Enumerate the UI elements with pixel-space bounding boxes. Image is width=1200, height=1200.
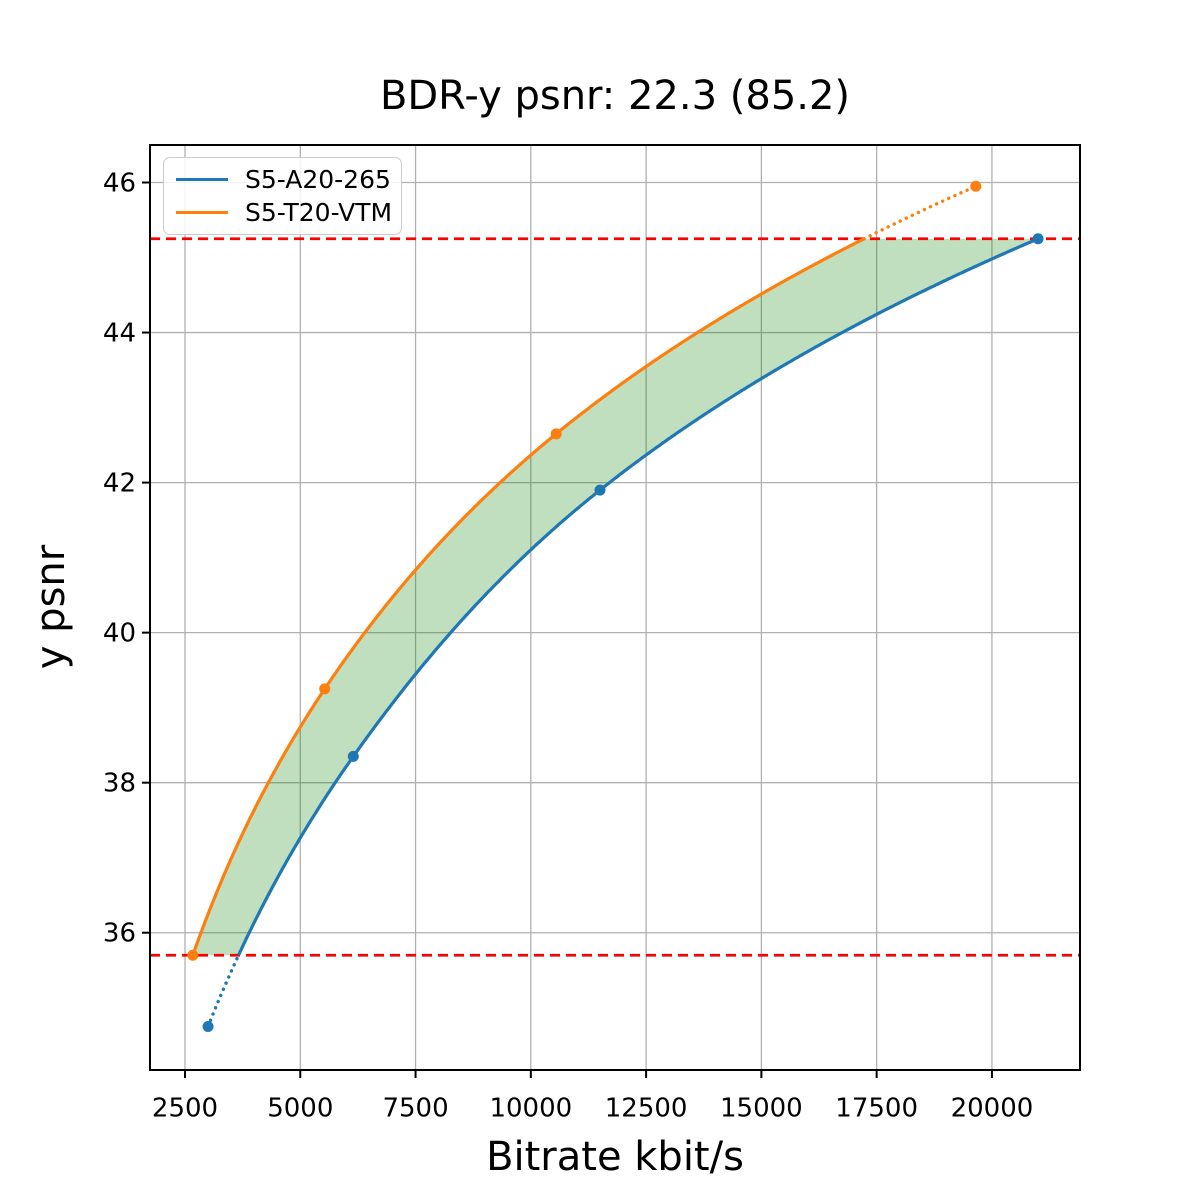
series-curve-s5-a20-265: [237, 237, 1039, 956]
x-tick-label: 7500: [382, 1093, 448, 1123]
data-point-s5-a20-265: [1032, 233, 1044, 245]
legend: S5-A20-265 S5-T20-VTM: [163, 157, 402, 235]
legend-label-s5-a20-265: S5-A20-265: [245, 165, 391, 195]
data-point-s5-t20-vtm: [550, 428, 562, 440]
bd-shaded-region: [192, 238, 1039, 956]
series-curve-s5-t20-vtm: [191, 237, 865, 956]
legend-line-swatch-orange: [176, 210, 228, 214]
y-tick-label: 36: [103, 919, 136, 949]
data-point-s5-t20-vtm: [970, 180, 982, 192]
data-point-s5-a20-265: [202, 1020, 214, 1032]
x-tick-label: 10000: [489, 1093, 572, 1123]
legend-item-s5-t20-vtm: S5-T20-VTM: [176, 197, 393, 227]
legend-item-s5-a20-265: S5-A20-265: [176, 165, 391, 195]
y-tick-label: 46: [103, 169, 136, 199]
x-tick-label: 15000: [720, 1093, 803, 1123]
axes-frame: [149, 144, 1081, 1071]
series-curve-dotted-s5-t20-vtm: [862, 184, 978, 241]
series-curve-dotted-s5-a20-265: [206, 953, 241, 1029]
data-point-s5-a20-265: [347, 750, 359, 762]
data-point-s5-a20-265: [594, 484, 606, 496]
y-tick-label: 38: [103, 769, 136, 799]
x-tick-label: 12500: [605, 1093, 688, 1123]
y-axis-title: y psnr: [28, 544, 74, 670]
chart-title: BDR-y psnr: 22.3 (85.2): [379, 73, 851, 119]
legend-line-swatch-blue: [176, 178, 228, 182]
x-tick-label: 17500: [835, 1093, 918, 1123]
y-tick-label: 40: [103, 619, 136, 649]
y-tick-label: 42: [103, 469, 136, 499]
x-tick-label: 2500: [152, 1093, 218, 1123]
data-point-s5-t20-vtm: [319, 683, 331, 695]
y-tick-label: 44: [103, 319, 136, 349]
x-tick-label: 20000: [951, 1093, 1034, 1123]
x-tick-label: 5000: [267, 1093, 333, 1123]
x-axis-title: Bitrate kbit/s: [486, 1134, 744, 1180]
data-point-s5-t20-vtm: [187, 949, 199, 961]
legend-label-s5-t20-vtm: S5-T20-VTM: [245, 197, 393, 227]
